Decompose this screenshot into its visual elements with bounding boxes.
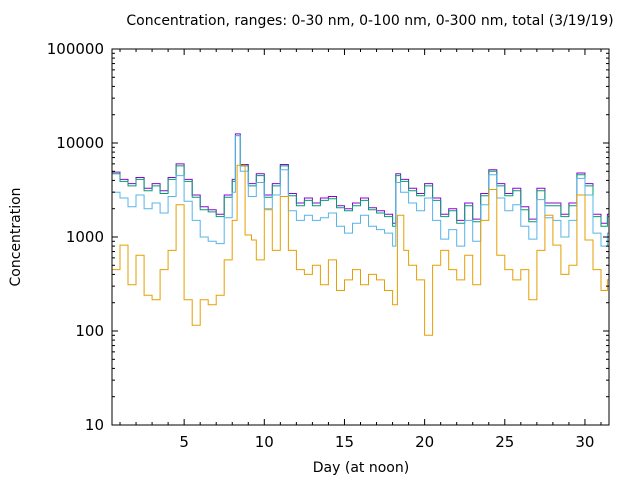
x-axis-label: Day (at noon) — [313, 460, 409, 476]
series-line-0-30-nm — [112, 164, 609, 336]
y-tick-label: 10000 — [56, 134, 104, 152]
series-line-0-300-nm — [112, 135, 609, 227]
series-line-total — [112, 133, 609, 224]
chart-title: Concentration, ranges: 0-30 nm, 0-100 nm… — [126, 13, 613, 29]
x-tick-label: 10 — [255, 433, 274, 451]
x-tick-label: 5 — [179, 433, 189, 451]
y-tick-label: 10 — [85, 416, 104, 434]
axes-layer: 5 10 15 20 25 30 10 100 1000 10000 100000 — [47, 40, 610, 451]
x-tick-label: 30 — [575, 433, 594, 451]
x-tick-label: 25 — [495, 433, 514, 451]
series-layer — [112, 133, 609, 336]
plot-frame — [111, 48, 610, 426]
series-line-0-100-nm — [112, 135, 609, 247]
y-tick-label: 100 — [75, 322, 104, 340]
y-axis-label: Concentration — [8, 187, 24, 286]
x-tick-label: 15 — [335, 433, 354, 451]
y-tick-label: 1000 — [66, 228, 104, 246]
x-tick-label: 20 — [415, 433, 434, 451]
y-tick-label: 100000 — [47, 40, 104, 58]
